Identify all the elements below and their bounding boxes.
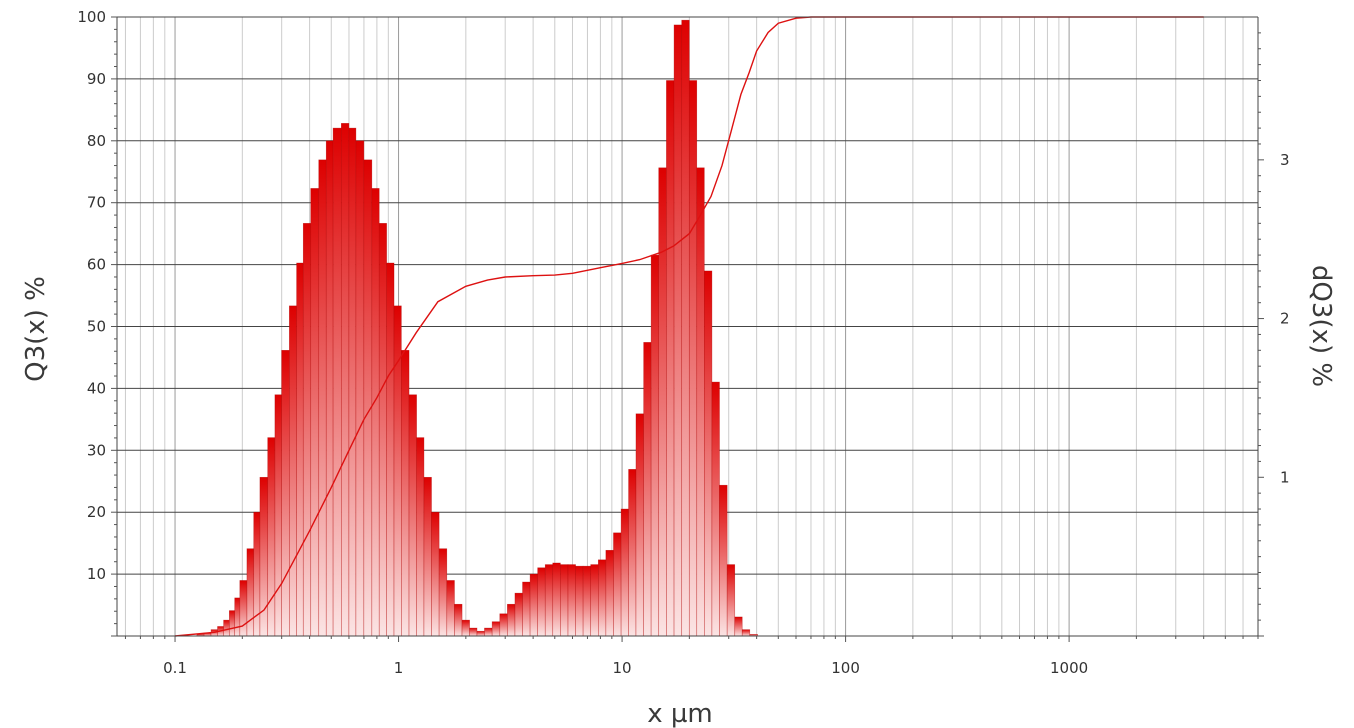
histogram-bar (711, 381, 720, 637)
y-left-tick-label: 80 (87, 132, 106, 150)
y-left-tick-label: 40 (87, 379, 106, 397)
histogram-bar (332, 127, 342, 637)
histogram-bar (605, 549, 614, 637)
histogram-bar (302, 223, 312, 637)
histogram-bar (378, 223, 387, 637)
histogram-bar (246, 548, 255, 637)
histogram-bar (529, 573, 538, 637)
histogram-bar (325, 140, 334, 637)
histogram-bar (726, 564, 736, 637)
histogram-bar (371, 188, 380, 637)
histogram-bar (296, 262, 304, 637)
histogram-bar (408, 394, 417, 637)
y-left-tick-label: 30 (87, 441, 106, 459)
histogram-bar (318, 159, 327, 637)
histogram-bar (476, 630, 485, 637)
histogram-bar (673, 24, 683, 637)
histogram-bar (537, 567, 546, 637)
y-left-tick-label: 90 (87, 70, 106, 88)
y-left-tick-label: 60 (87, 256, 106, 274)
histogram-bar (484, 627, 493, 637)
histogram-bar (598, 559, 607, 637)
histogram-bar (348, 127, 357, 637)
x-tick-label: 0.1 (163, 659, 187, 677)
axes (111, 16, 1264, 642)
histogram-bar (401, 350, 410, 637)
histogram-bars (196, 19, 758, 637)
x-axis-title: x µm (647, 699, 713, 728)
y-right-tick-label: 2 (1280, 310, 1290, 328)
histogram-bar (416, 437, 425, 637)
histogram-bar (544, 564, 554, 637)
histogram-bar (431, 511, 440, 637)
histogram-bar (461, 619, 470, 637)
histogram-bar (522, 581, 531, 637)
y-left-tick-label: 100 (77, 8, 106, 26)
histogram-bar (560, 564, 569, 637)
histogram-bar (658, 167, 667, 637)
y-right-tick-label: 1 (1280, 468, 1290, 486)
histogram-bar (734, 616, 743, 637)
histogram-bar (446, 580, 455, 637)
histogram-bar (688, 80, 698, 637)
histogram-bar (582, 565, 592, 637)
histogram-bar (643, 342, 652, 637)
x-tick-label: 10 (613, 659, 632, 677)
cumulative-line (174, 16, 1204, 637)
x-tick-label: 1000 (1050, 659, 1088, 677)
histogram-bar (454, 603, 463, 637)
histogram-bar (575, 565, 584, 637)
histogram-bar (491, 621, 501, 637)
histogram-bar (741, 629, 751, 637)
histogram-bar (567, 564, 576, 637)
histogram-bar (469, 627, 478, 637)
histogram-bar (507, 603, 516, 637)
histogram-bar (666, 80, 675, 637)
histogram-bar (223, 619, 230, 637)
y-axis-right-title: dQ3(x) % (1306, 265, 1336, 387)
histogram-bar (499, 613, 508, 637)
tick-labels: 0.1 1 10 100 1000 10 20 30 40 50 60 70 80 90 100 1 2 3 (77, 8, 1289, 677)
histogram-bar (590, 564, 599, 637)
histogram-bar (340, 123, 350, 637)
histogram-bar (704, 270, 713, 637)
histogram-bar (281, 350, 290, 637)
y-left-tick-label: 20 (87, 503, 106, 521)
histogram-bar (635, 413, 644, 637)
histogram-bar (234, 597, 241, 637)
histogram-bar (552, 562, 561, 637)
histogram-bar (650, 254, 660, 637)
histogram-bar (239, 580, 248, 637)
y-left-tick-label: 70 (87, 194, 106, 212)
histogram-bar (289, 305, 297, 637)
histogram-bar (620, 508, 629, 637)
histogram-bar (438, 548, 448, 637)
histogram-bar (386, 262, 395, 637)
y-right-tick-label: 3 (1280, 151, 1290, 169)
y-left-tick-label: 10 (87, 565, 106, 583)
histogram-bar (423, 476, 432, 637)
histogram-bar (310, 188, 320, 637)
histogram-bar (628, 469, 637, 637)
histogram-bar (514, 592, 523, 637)
x-tick-label: 100 (831, 659, 860, 677)
histogram-bar (719, 484, 728, 637)
histogram-bar (267, 437, 276, 637)
y-axis-left-title: Q3(x) % (21, 276, 51, 382)
histogram-bar (229, 610, 236, 637)
cumulative-curve (174, 16, 1204, 637)
x-tick-label: 1 (394, 659, 404, 677)
histogram-bar (393, 305, 402, 637)
histogram-bar (363, 159, 373, 637)
histogram-bar (696, 167, 705, 637)
y-left-tick-label: 50 (87, 318, 106, 336)
histogram-bar (681, 19, 690, 637)
histogram-bar (613, 532, 622, 637)
histogram-bar (274, 394, 282, 637)
histogram-bar (355, 140, 365, 637)
